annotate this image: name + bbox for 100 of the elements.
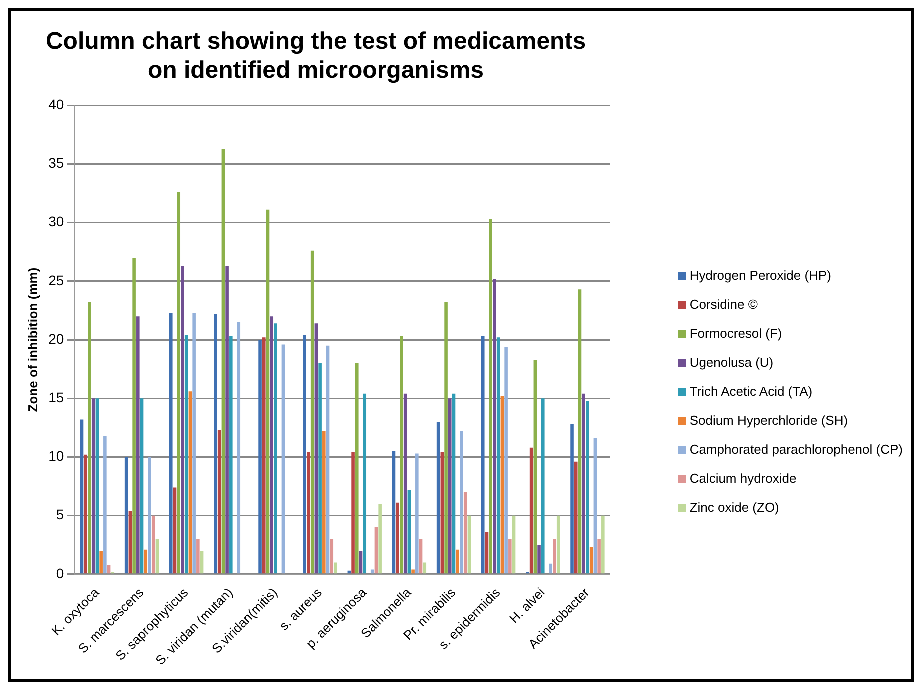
bar [553,539,556,574]
bar [310,250,314,574]
bar [303,335,306,574]
bar [177,192,181,574]
bar [96,398,100,574]
y-tick-label: 25 [48,272,64,288]
bar [173,488,177,574]
bar [374,528,378,574]
bar [404,394,408,574]
bar [500,396,504,574]
bar [423,562,427,574]
y-tick-label: 35 [48,155,64,172]
bar [456,550,460,574]
bar [330,539,334,574]
bar [534,360,538,574]
bar [440,452,444,574]
bar [538,545,541,574]
bar [586,400,590,574]
bar [230,336,233,574]
bar [504,347,508,574]
bar [419,539,423,574]
legend-label: Formocresol (F) [690,326,782,341]
bar [334,562,338,574]
bar [144,550,148,574]
bar [282,344,286,574]
bar [370,570,374,574]
bar [104,436,107,574]
bar [452,394,456,574]
bar [148,457,152,574]
bar [258,340,262,574]
bar [262,338,266,574]
legend-label: Zinc oxide (ZO) [690,500,780,515]
bar [80,420,84,574]
bar [512,516,516,574]
bar [152,516,156,574]
bar [274,324,278,574]
bar [318,363,322,574]
bar [556,516,560,574]
bar [136,316,140,574]
legend-label: Sodium Hyperchloride (SH) [690,413,848,428]
legend-label: Ugenolusa (U) [690,355,774,370]
bar [128,511,132,574]
legend-label: Corsidine © [690,297,758,312]
legend-label: Trich Acetic Acid (TA) [690,384,813,399]
y-tick-label: 5 [56,506,64,523]
bar [314,324,318,574]
bar [378,504,382,574]
bar [590,547,594,574]
bar [363,394,367,574]
bar [582,394,586,574]
bar [132,258,136,574]
bar [485,532,489,574]
legend-label: Camphorated parachlorophenol (CP) [690,442,903,457]
bar [570,424,574,574]
bar [181,266,184,574]
bar [594,438,598,574]
bar [574,462,578,574]
bar [226,266,229,574]
bar [156,539,160,574]
bar [489,219,492,574]
bar [322,431,326,574]
legend-label: Calcium hydroxide [690,471,797,486]
bar [530,448,534,574]
bar [578,290,582,574]
bar [602,516,605,574]
bar [352,452,355,574]
bar [460,431,464,574]
bar [598,539,601,574]
bar [493,279,496,574]
bar [307,452,310,574]
y-tick-label: 20 [48,330,64,347]
bar [188,392,192,574]
y-tick-label: 15 [48,389,64,406]
bar [107,565,111,574]
chart-title: Column chart showing the test of medicaments on identified microorganisms [46,28,586,84]
bar [481,336,485,574]
bar [222,148,226,574]
bar [468,516,472,574]
bar [392,451,396,574]
bar [92,398,96,574]
bar [200,550,204,574]
bar [266,210,270,574]
bar [496,338,500,574]
bar [464,492,468,574]
bar [84,454,88,574]
bar [436,422,440,574]
bar [400,336,404,574]
bar [326,346,330,574]
bar [270,316,274,574]
bar [542,398,545,574]
bar [100,550,103,574]
bar [444,302,448,574]
bar [170,313,173,574]
bar [218,430,222,574]
bar [549,564,553,574]
bar [396,502,400,574]
bar [192,313,196,574]
bar [88,302,92,574]
bar [359,550,363,574]
bar [196,539,200,574]
